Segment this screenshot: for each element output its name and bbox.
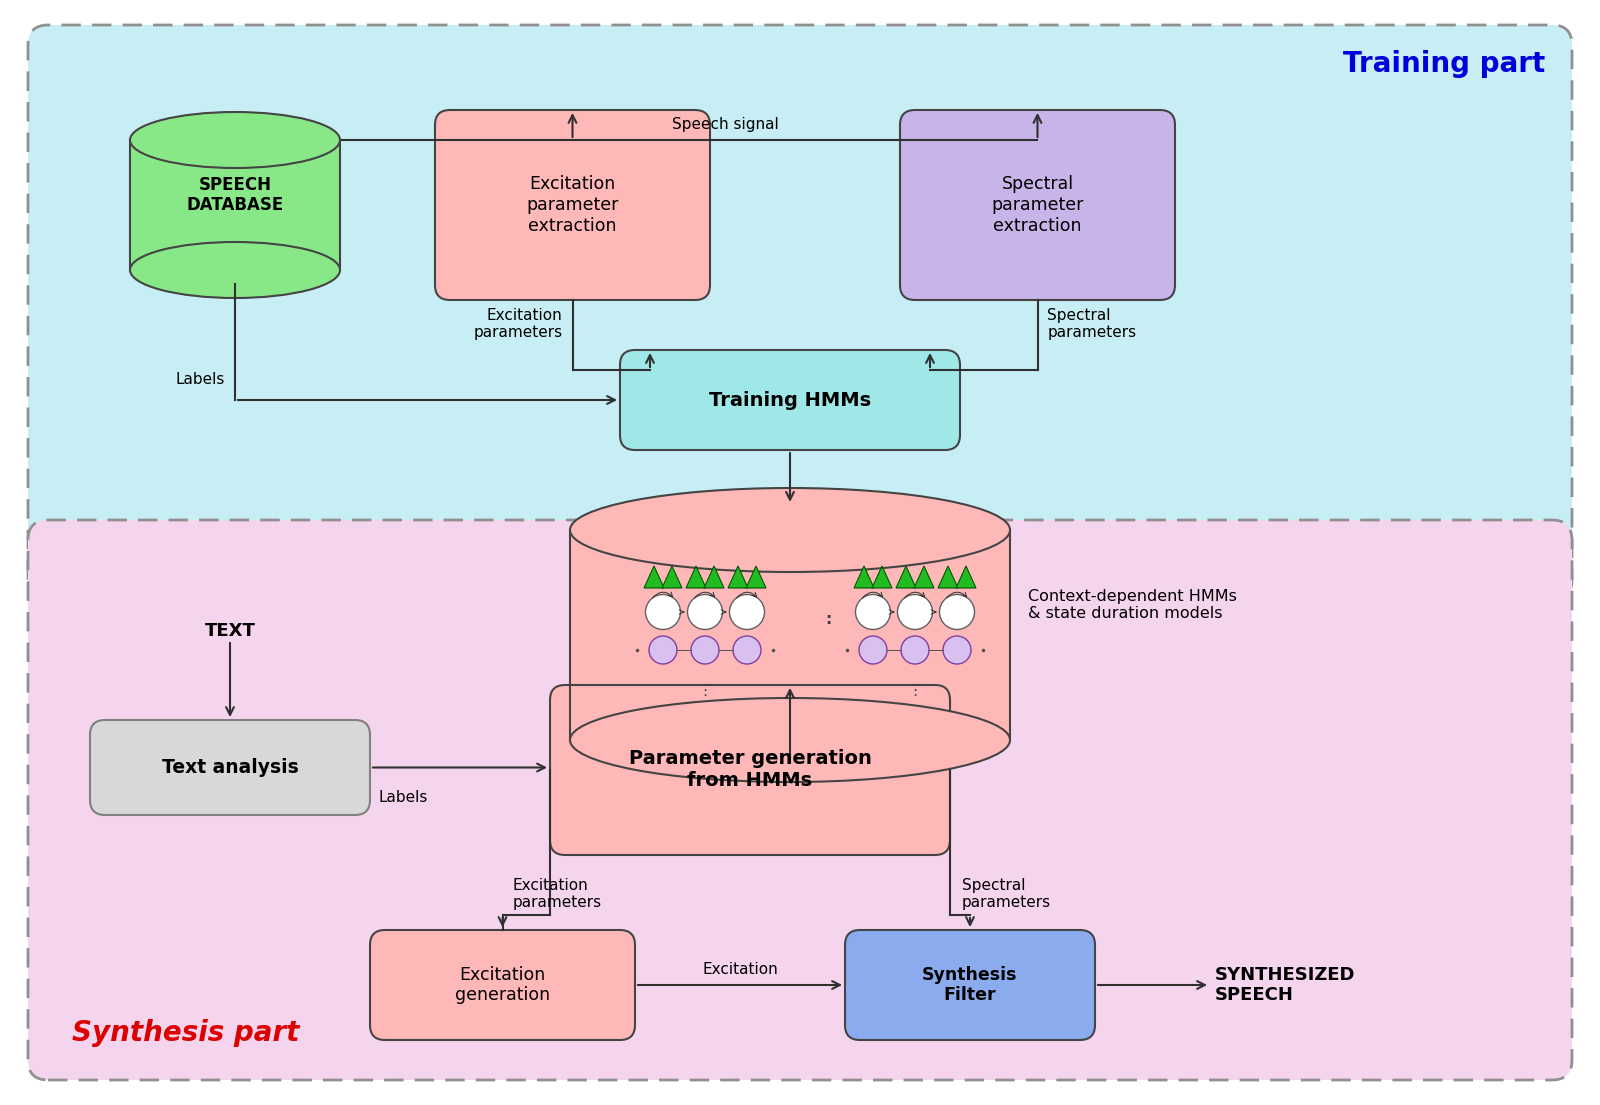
- Text: Spectral
parameters: Spectral parameters: [962, 877, 1051, 911]
- Ellipse shape: [130, 242, 339, 298]
- Polygon shape: [728, 566, 749, 588]
- Text: ⋮: ⋮: [698, 683, 712, 697]
- Polygon shape: [746, 566, 766, 588]
- FancyBboxPatch shape: [435, 110, 710, 299]
- Polygon shape: [662, 566, 682, 588]
- Text: Spectral
parameters: Spectral parameters: [1048, 307, 1136, 340]
- Text: Labels: Labels: [378, 789, 427, 804]
- FancyBboxPatch shape: [621, 350, 960, 450]
- Text: SYNTHESIZED
SPEECH: SYNTHESIZED SPEECH: [1214, 966, 1355, 1004]
- Text: Excitation: Excitation: [702, 962, 778, 977]
- Polygon shape: [914, 566, 934, 588]
- Text: Labels: Labels: [176, 372, 226, 387]
- Text: Excitation
generation: Excitation generation: [454, 966, 550, 1004]
- FancyBboxPatch shape: [845, 930, 1094, 1040]
- Text: Training HMMs: Training HMMs: [709, 390, 870, 410]
- Text: ⋮: ⋮: [907, 683, 923, 697]
- Circle shape: [730, 594, 765, 630]
- Text: Text analysis: Text analysis: [162, 758, 298, 777]
- Text: Excitation
parameters: Excitation parameters: [512, 877, 602, 911]
- Circle shape: [650, 636, 677, 664]
- Text: Context-dependent HMMs
& state duration models: Context-dependent HMMs & state duration …: [1027, 589, 1237, 621]
- Circle shape: [691, 636, 718, 664]
- Circle shape: [733, 636, 762, 664]
- Circle shape: [942, 636, 971, 664]
- Text: SPEECH
DATABASE: SPEECH DATABASE: [186, 176, 283, 214]
- Polygon shape: [686, 566, 706, 588]
- Polygon shape: [704, 566, 723, 588]
- FancyBboxPatch shape: [29, 520, 1571, 1080]
- Text: Excitation
parameters: Excitation parameters: [474, 307, 563, 340]
- Circle shape: [856, 594, 891, 630]
- Circle shape: [939, 594, 974, 630]
- Polygon shape: [957, 566, 976, 588]
- Text: Training part: Training part: [1342, 50, 1546, 78]
- Polygon shape: [872, 566, 893, 588]
- Circle shape: [901, 636, 930, 664]
- Polygon shape: [854, 566, 874, 588]
- Text: Spectral
parameter
extraction: Spectral parameter extraction: [992, 176, 1083, 234]
- FancyBboxPatch shape: [29, 25, 1571, 600]
- Text: Speech signal: Speech signal: [672, 117, 778, 131]
- Text: Synthesis part: Synthesis part: [72, 1019, 299, 1048]
- Bar: [570, 530, 1010, 740]
- FancyBboxPatch shape: [899, 110, 1174, 299]
- FancyBboxPatch shape: [550, 685, 950, 855]
- FancyBboxPatch shape: [370, 930, 635, 1040]
- FancyBboxPatch shape: [90, 720, 370, 815]
- Ellipse shape: [570, 698, 1010, 782]
- Polygon shape: [938, 566, 958, 588]
- Text: Excitation
parameter
extraction: Excitation parameter extraction: [526, 176, 619, 234]
- Text: :: :: [826, 612, 830, 628]
- Circle shape: [898, 594, 933, 630]
- Circle shape: [645, 594, 680, 630]
- Polygon shape: [645, 566, 664, 588]
- Ellipse shape: [130, 112, 339, 168]
- Text: TEXT: TEXT: [205, 622, 256, 640]
- Ellipse shape: [570, 488, 1010, 572]
- Text: Synthesis
Filter: Synthesis Filter: [922, 966, 1018, 1004]
- Circle shape: [688, 594, 723, 630]
- Circle shape: [859, 636, 886, 664]
- Text: Parameter generation
from HMMs: Parameter generation from HMMs: [629, 749, 872, 790]
- Bar: [130, 140, 341, 270]
- Polygon shape: [896, 566, 915, 588]
